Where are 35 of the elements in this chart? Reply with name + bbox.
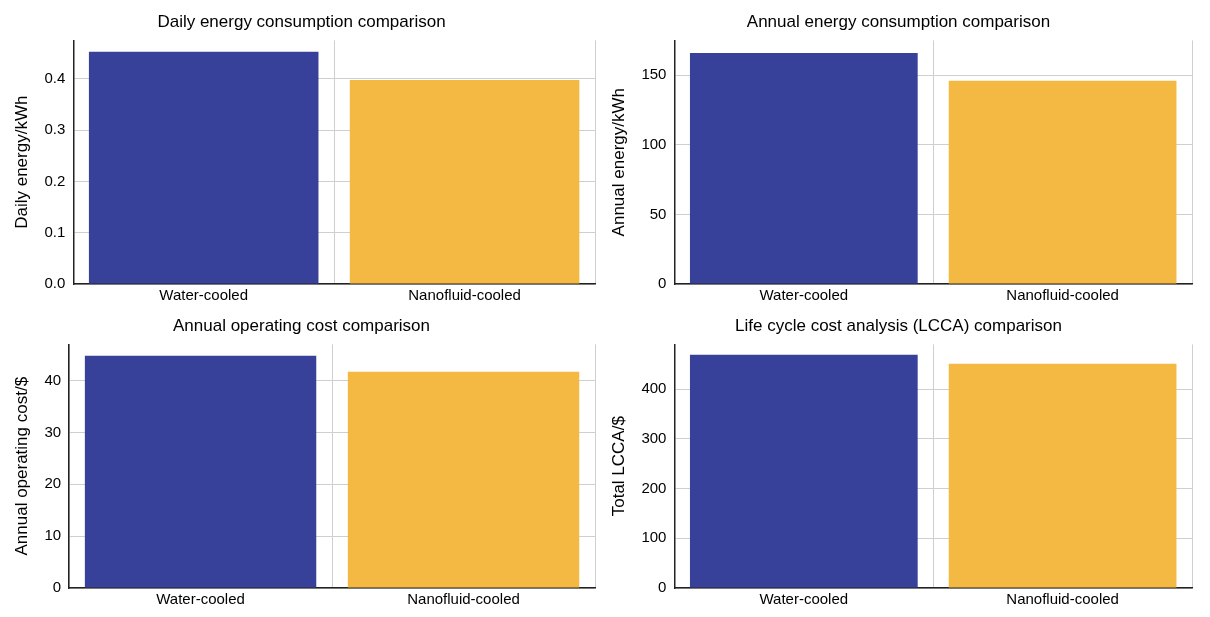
y-tick-label: 0 [658,274,667,292]
y-tick-label: 0.4 [44,69,66,86]
y-tick-label: 0.0 [44,274,66,292]
y-tick-label: 200 [641,478,667,496]
y-tick-label: 0 [52,578,62,596]
y-tick-label: 100 [641,528,667,546]
chart-title: Daily energy consumption comparison [157,11,446,31]
x-tick-label: Water-cooled [159,286,249,304]
y-axis-title: Daily energy/kWh [11,95,31,229]
chart-title: Annual energy consumption comparison [746,11,1051,31]
y-tick-label: 300 [641,429,667,446]
y-tick-label: 40 [44,370,62,388]
y-tick-label: 50 [649,204,667,222]
chart-title: Annual operating cost comparison [172,315,431,335]
x-tick-label: Water-cooled [759,286,849,304]
y-tick-label: 100 [641,134,667,152]
y-tick-label: 0.1 [44,222,66,240]
x-tick-label: Nanofluid-cooled [408,286,521,304]
y-tick-label: 20 [44,474,62,492]
x-tick-label: Water-cooled [759,590,849,608]
y-tick-label: 30 [44,422,62,440]
y-axis-title: Annual energy/kWh [608,88,628,237]
y-tick-label: 0 [658,578,667,596]
y-tick-label: 0.3 [44,120,66,138]
y-axis-title: Annual operating cost/$ [11,376,31,556]
x-tick-label: Nanofluid-cooled [407,590,520,608]
y-tick-label: 0.2 [44,171,66,189]
y-tick-label: 10 [44,526,62,544]
x-tick-label: Nanofluid-cooled [1006,590,1119,608]
chart-title: Life cycle cost analysis (LCCA) comparison [735,315,1062,335]
y-tick-label: 400 [641,379,667,397]
x-tick-label: Water-cooled [156,590,245,608]
y-tick-label: 150 [641,65,667,83]
x-tick-label: Nanofluid-cooled [1006,286,1119,304]
y-axis-title: Total LCCA/$ [608,415,628,517]
